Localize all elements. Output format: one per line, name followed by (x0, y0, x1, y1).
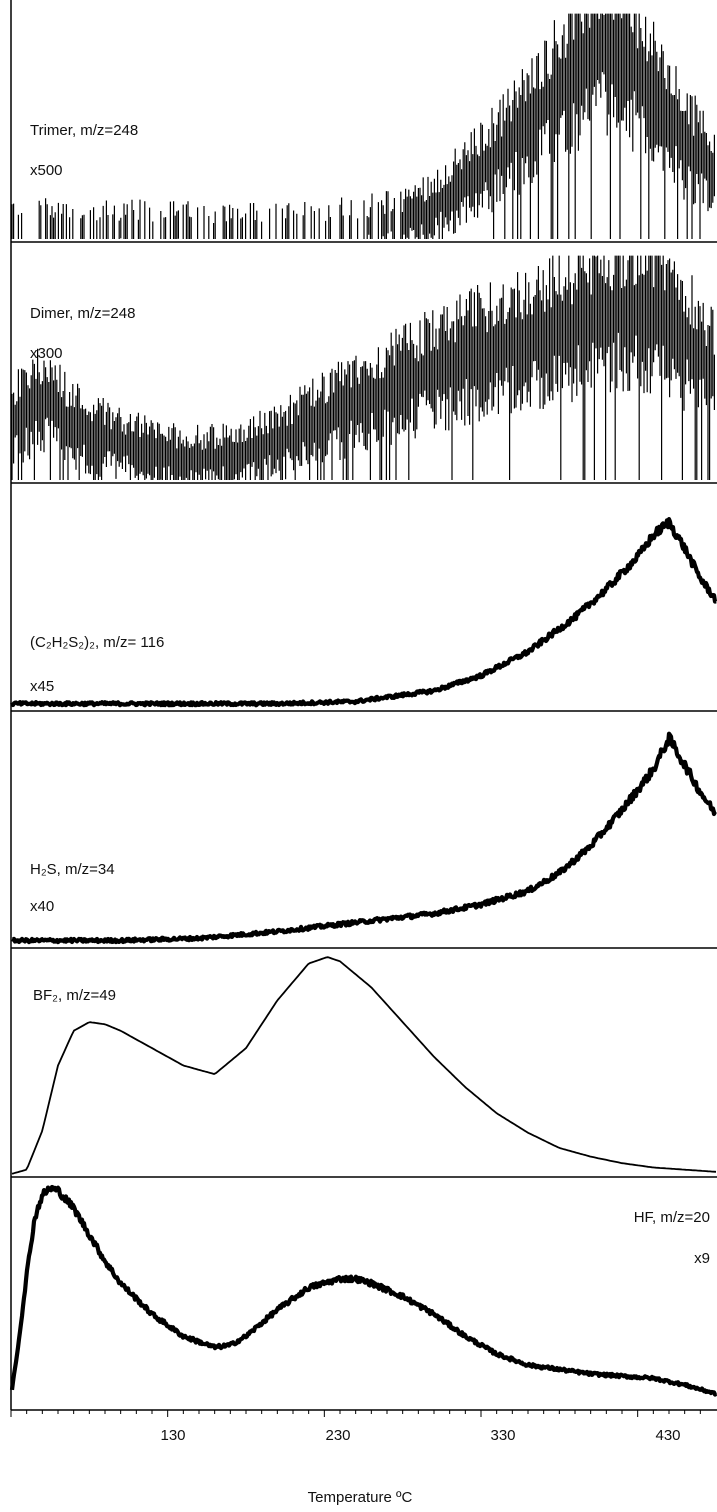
scale-factor-label: x40 (30, 898, 54, 915)
series-label: H₂S, m/z=34 (30, 861, 115, 878)
panel-1: Trimer, m/z=248 x500 (11, 13, 717, 243)
series-label: (C₂H₂S₂)₂, m/z= 116 (30, 634, 164, 651)
series-label: HF, m/z=20 (634, 1209, 710, 1226)
series-trace (10, 517, 717, 708)
series-label: BF₂, m/z=49 (33, 987, 116, 1004)
panel-6: HF, m/z=20 x9 (9, 1184, 717, 1411)
x-tick-label: 130 (160, 1427, 185, 1444)
series-trace (11, 255, 715, 480)
scale-factor-label: x9 (694, 1250, 710, 1267)
series-trace (11, 956, 717, 1175)
x-tick-label: 330 (490, 1427, 515, 1444)
panel-5: BF₂, m/z=49 (11, 956, 717, 1178)
panel-4: H₂S, m/z=34 x40 (10, 731, 717, 949)
series-label: Trimer, m/z=248 (30, 122, 138, 139)
x-tick-label: 430 (655, 1427, 680, 1444)
series-trace (11, 13, 715, 239)
x-tick-label: 230 (325, 1427, 350, 1444)
scale-factor-label: x45 (30, 678, 54, 695)
scale-factor-label: x500 (30, 162, 63, 179)
series-trace (9, 1184, 717, 1397)
panel-2: Dimer, m/z=248 x300 (11, 255, 717, 484)
series-trace (10, 731, 717, 945)
scale-factor-label: x300 (30, 345, 63, 362)
x-axis-title: Temperature ºC (308, 1489, 413, 1506)
series-label: Dimer, m/z=248 (30, 305, 135, 322)
panel-3: (C₂H₂S₂)₂, m/z= 116 x45 (10, 517, 717, 712)
